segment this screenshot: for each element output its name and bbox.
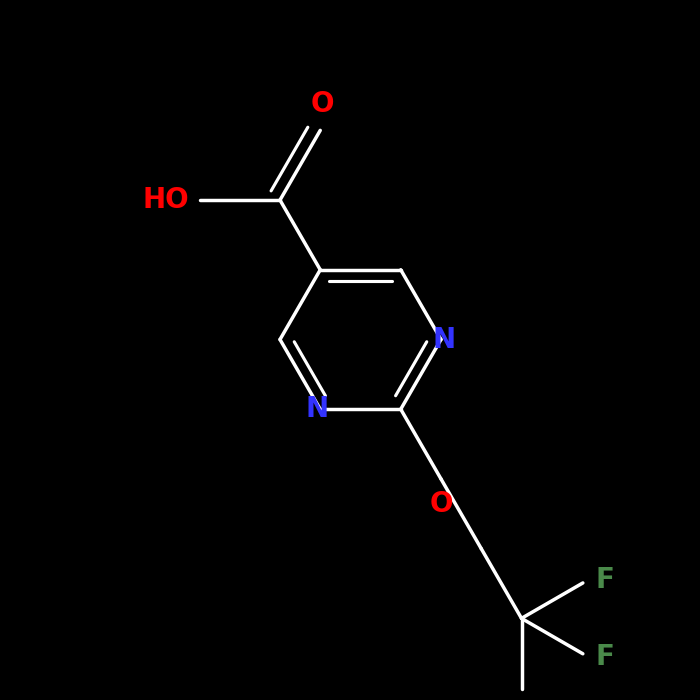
Text: HO: HO [142, 186, 189, 214]
Text: O: O [429, 490, 453, 518]
Text: F: F [596, 643, 615, 671]
Text: F: F [596, 566, 615, 594]
Text: N: N [432, 326, 456, 354]
Text: O: O [311, 90, 334, 118]
Text: N: N [306, 395, 329, 423]
